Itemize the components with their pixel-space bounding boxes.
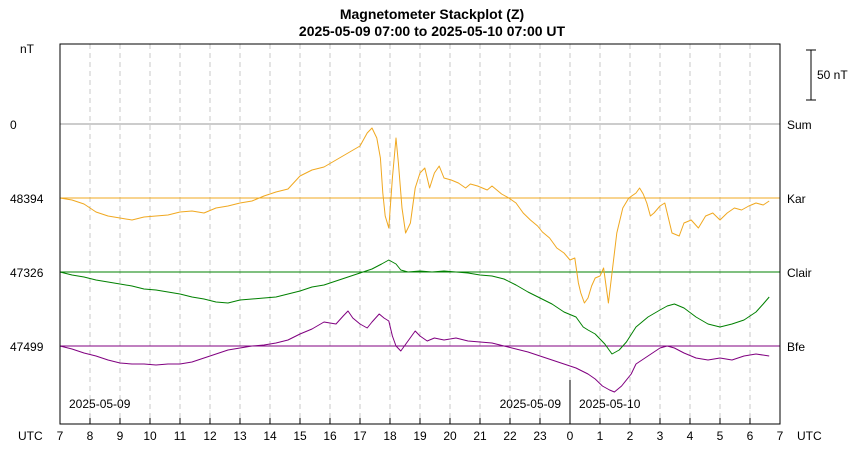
x-axis-label-right: UTC [797, 429, 822, 443]
x-tick-label: 22 [503, 429, 517, 443]
date-label: 2025-05-09 [500, 397, 562, 411]
chart-title: Magnetometer Stackplot (Z) [340, 6, 524, 22]
x-tick-label: 5 [717, 429, 724, 443]
date-label: 2025-05-10 [579, 397, 641, 411]
series-line-kar [59, 127, 770, 304]
x-tick-label: 6 [747, 429, 754, 443]
series-name-sum: Sum [787, 118, 812, 132]
y-unit-label: nT [20, 42, 35, 56]
x-tick-label: 8 [87, 429, 94, 443]
scale-bar: 50 nT [806, 49, 848, 101]
grid [89, 44, 751, 424]
series-layer [59, 127, 770, 393]
x-tick-label: 15 [293, 429, 307, 443]
x-tick-label: 0 [567, 429, 574, 443]
x-tick-label: 12 [203, 429, 217, 443]
baselines: 0 Sum 48394 Kar 47326 Clair 47499 Bfe [10, 118, 812, 354]
chart-subtitle: 2025-05-09 07:00 to 2025-05-10 07:00 UT [299, 23, 566, 39]
x-tick-label: 23 [533, 429, 547, 443]
series-line-bfe [59, 310, 770, 393]
date-labels: 2025-05-09 2025-05-09 2025-05-10 [69, 397, 641, 411]
x-tick-label: 7 [777, 429, 784, 443]
x-tick-label: 16 [323, 429, 337, 443]
x-tick-label: 4 [687, 429, 694, 443]
x-tick-label: 19 [413, 429, 427, 443]
baseline-value-sum: 0 [10, 118, 17, 132]
scale-bar-label: 50 nT [817, 68, 848, 82]
x-tick-label: 13 [233, 429, 247, 443]
x-tick-label: 2 [627, 429, 634, 443]
baseline-value-kar: 48394 [10, 192, 44, 206]
x-tick-label: 1 [597, 429, 604, 443]
x-tick-label: 9 [117, 429, 124, 443]
x-tick-label: 3 [657, 429, 664, 443]
series-name-clair: Clair [787, 266, 812, 280]
x-axis-label-left: UTC [18, 429, 43, 443]
x-tick-label: 18 [383, 429, 397, 443]
x-tick-label: 20 [443, 429, 457, 443]
x-tick-label: 7 [57, 429, 64, 443]
baseline-value-clair: 47326 [10, 266, 44, 280]
x-tick-label: 17 [353, 429, 367, 443]
x-tick-label: 21 [473, 429, 487, 443]
x-tick-label: 14 [263, 429, 277, 443]
series-name-bfe: Bfe [787, 340, 805, 354]
x-tick-label: 11 [174, 429, 187, 443]
x-tick-label: 10 [143, 429, 157, 443]
series-name-kar: Kar [787, 192, 806, 206]
series-line-clair [59, 259, 770, 355]
baseline-value-bfe: 47499 [10, 340, 44, 354]
date-label: 2025-05-09 [69, 397, 131, 411]
x-axis: 7 8 9 10 11 12 13 14 15 16 17 18 19 20 21 22 23 0 1 2 3 4 5 6 7 [57, 418, 784, 443]
